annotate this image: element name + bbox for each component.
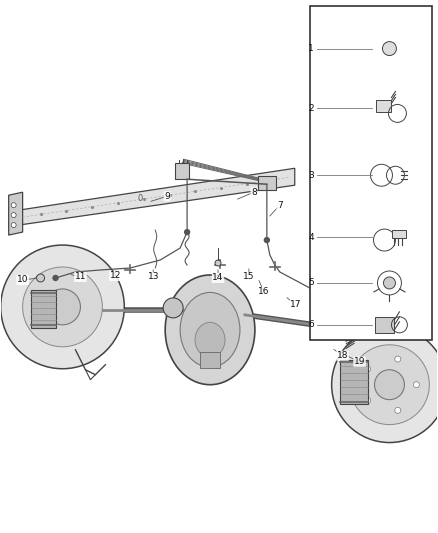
- Text: 12: 12: [110, 271, 121, 280]
- Bar: [375, 100, 392, 112]
- Text: 17: 17: [290, 301, 301, 309]
- Circle shape: [374, 370, 404, 400]
- Circle shape: [349, 335, 354, 340]
- Circle shape: [1, 245, 124, 369]
- Circle shape: [215, 260, 221, 266]
- Text: 10: 10: [17, 276, 28, 285]
- Circle shape: [384, 277, 396, 289]
- Bar: [200, 352, 220, 368]
- Circle shape: [332, 327, 438, 442]
- Ellipse shape: [180, 293, 240, 367]
- Circle shape: [53, 276, 58, 280]
- Text: 15: 15: [243, 272, 254, 281]
- Text: 19: 19: [354, 357, 365, 366]
- Circle shape: [382, 42, 396, 55]
- Text: 16: 16: [258, 287, 270, 296]
- Bar: [339, 360, 367, 403]
- Polygon shape: [9, 192, 23, 235]
- Circle shape: [365, 398, 371, 403]
- Text: 13: 13: [148, 272, 159, 281]
- Ellipse shape: [165, 275, 255, 385]
- Text: 14: 14: [212, 273, 224, 282]
- Circle shape: [265, 238, 269, 243]
- Text: 11: 11: [75, 272, 86, 281]
- Bar: [392, 230, 406, 238]
- Text: 5: 5: [308, 278, 314, 287]
- Polygon shape: [19, 168, 295, 225]
- Text: 3: 3: [308, 171, 314, 180]
- Bar: [31, 290, 56, 328]
- Circle shape: [11, 223, 16, 228]
- Bar: [310, 6, 432, 340]
- Text: 7: 7: [277, 200, 283, 209]
- Text: 8: 8: [251, 188, 257, 197]
- Ellipse shape: [163, 298, 183, 318]
- Circle shape: [23, 267, 102, 347]
- Bar: [258, 176, 276, 190]
- Text: 0: 0: [138, 193, 143, 203]
- Text: 1: 1: [308, 44, 314, 53]
- Circle shape: [365, 366, 371, 372]
- Circle shape: [395, 356, 401, 362]
- Circle shape: [37, 274, 45, 282]
- Bar: [374, 317, 395, 333]
- Text: 18: 18: [337, 351, 348, 360]
- Text: 9: 9: [164, 192, 170, 201]
- Circle shape: [11, 203, 16, 208]
- Circle shape: [413, 382, 419, 387]
- Text: 2: 2: [308, 104, 314, 113]
- Text: 6: 6: [308, 320, 314, 329]
- Circle shape: [11, 213, 16, 217]
- Circle shape: [45, 289, 81, 325]
- Text: 4: 4: [308, 232, 314, 241]
- Circle shape: [184, 230, 190, 235]
- Bar: [175, 163, 189, 179]
- Circle shape: [395, 407, 401, 413]
- Ellipse shape: [195, 322, 225, 357]
- Circle shape: [350, 345, 429, 425]
